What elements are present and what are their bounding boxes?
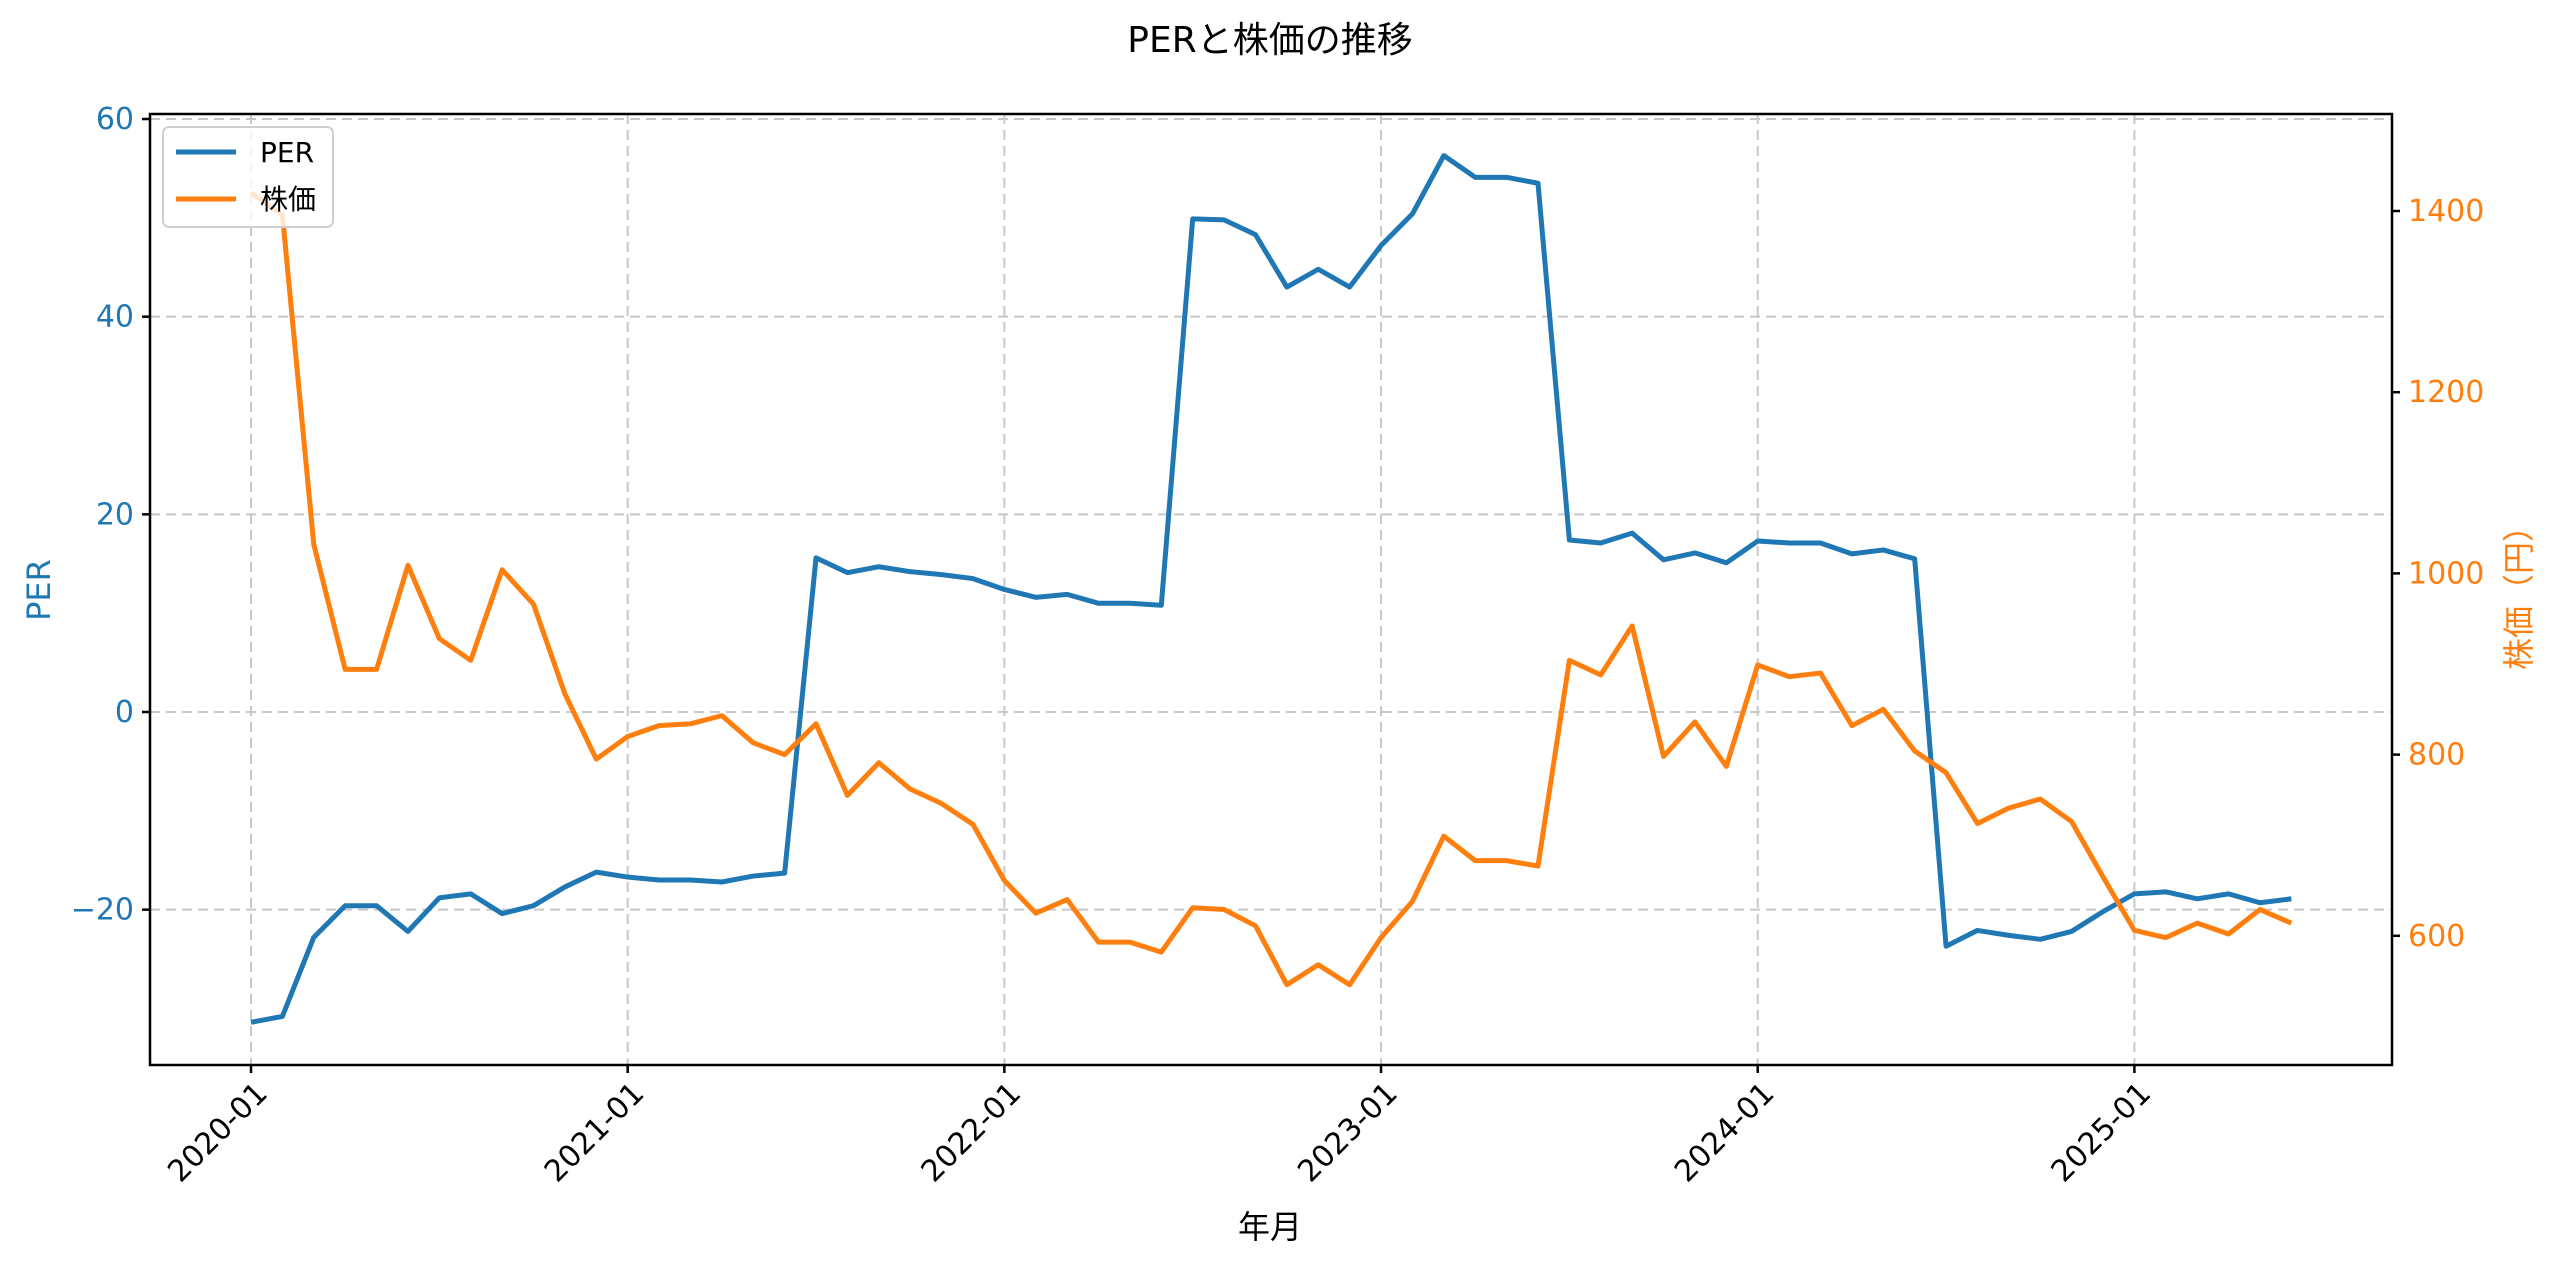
grid-lines	[150, 114, 2392, 1065]
plot-frame	[148, 112, 2394, 1067]
x-tick-label: 2024-01	[1668, 1076, 1781, 1189]
x-axis-title: 年月	[1238, 1208, 1302, 1246]
right-tick-label: 800	[2408, 738, 2465, 773]
chart-title: PERと株価の推移	[1127, 20, 1412, 61]
x-axis: 2020-01 2021-01 2022-01 2023-01 2024-01 2025-…	[161, 1065, 2158, 1189]
x-tick-label: 2020-01	[161, 1076, 274, 1189]
x-tick-label: 2023-01	[1291, 1076, 1404, 1189]
legend-label-price: 株価	[260, 183, 316, 216]
x-tick-label: 2022-01	[915, 1076, 1028, 1189]
right-axis-title: 株価（円）	[2500, 510, 2538, 670]
x-tick-label: 2025-01	[2045, 1076, 2158, 1189]
right-tick-label: 1000	[2408, 556, 2484, 591]
right-tick-label: 1400	[2408, 194, 2484, 229]
left-tick-label: 0	[115, 695, 134, 730]
left-tick-label: −20	[71, 893, 134, 928]
legend-label-per: PER	[260, 136, 314, 169]
right-y-axis: 1400 1200 1000 800 600	[2392, 194, 2484, 954]
left-tick-label: 20	[96, 497, 134, 532]
price-line	[249, 190, 2293, 988]
left-tick-label: 60	[96, 102, 134, 137]
x-tick-label: 2021-01	[538, 1076, 651, 1189]
right-tick-label: 1200	[2408, 375, 2484, 410]
left-tick-label: 40	[96, 300, 134, 335]
right-tick-label: 600	[2408, 919, 2465, 954]
left-y-axis: 60 40 20 0 −20	[71, 102, 150, 928]
legend: PER 株価	[162, 126, 334, 228]
per-line	[250, 153, 2292, 1025]
left-axis-title: PER	[20, 559, 58, 621]
